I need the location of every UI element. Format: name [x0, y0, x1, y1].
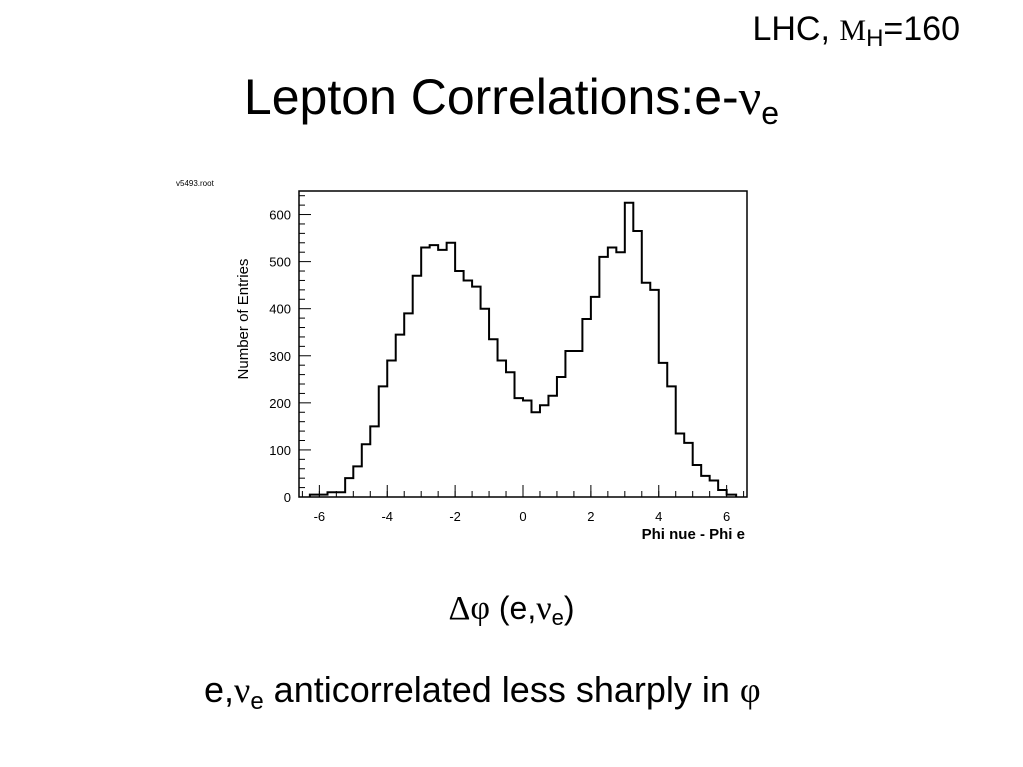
subtitle-mass-subscript: H — [866, 25, 884, 52]
histogram-filename: v5493.root — [176, 179, 215, 188]
x-tick-label: 0 — [519, 509, 526, 524]
histogram-line — [308, 201, 738, 497]
x-axis-label: Phi nue - Phi e — [642, 526, 745, 543]
slide-title: Lepton Correlations:e-νe — [0, 68, 1023, 132]
y-tick-label: 500 — [269, 255, 291, 270]
x-tick-label: -4 — [381, 509, 393, 524]
y-tick-label: 600 — [269, 208, 291, 223]
note-subscript: e — [250, 688, 264, 715]
y-tick-label: 400 — [269, 302, 291, 317]
title-neutrino-symbol: ν — [738, 69, 762, 125]
x-caption-close: ) — [563, 590, 575, 626]
y-axis-label: Number of Entries — [235, 259, 252, 380]
x-tick-label: -6 — [314, 509, 326, 524]
x-caption-neutrino-symbol: ν — [536, 590, 552, 627]
note-neutrino-symbol: ν — [234, 670, 251, 710]
y-tick-label: 100 — [269, 443, 291, 458]
x-tick-label: 6 — [723, 509, 730, 524]
x-caption-open: (e, — [489, 590, 537, 626]
y-axis-ticks: 0 100 200 300 400 500 600 — [269, 195, 311, 505]
delta-phi-symbol: Δφ — [448, 590, 490, 627]
title-text: Lepton Correlations:e- — [243, 69, 739, 125]
subtitle-prefix: LHC, — [752, 10, 830, 48]
histogram-plot: v5493.root 0 100 200 300 400 500 600 -6 -4 -2 0 2 4… — [176, 179, 748, 543]
subtitle-mass-symbol: M — [839, 14, 867, 47]
x-caption: Δφ (e,νe) — [0, 590, 1023, 631]
y-tick-label: 0 — [284, 490, 291, 505]
x-tick-label: -2 — [449, 509, 461, 524]
x-tick-label: 2 — [587, 509, 594, 524]
note-part2: anticorrelated less sharply in — [263, 669, 740, 710]
subtitle-mass-value: =160 — [883, 10, 960, 48]
y-tick-label: 300 — [269, 349, 291, 364]
x-tick-label: 4 — [655, 509, 662, 524]
title-neutrino-subscript: e — [761, 95, 780, 131]
note-phi-symbol: φ — [739, 670, 761, 710]
y-tick-label: 200 — [269, 396, 291, 411]
slide-subtitle: LHC, MH=160 — [752, 10, 960, 53]
note-part1: e, — [204, 669, 235, 710]
conclusion-note: e,νe anticorrelated less sharply in φ — [204, 670, 844, 722]
x-caption-subscript: e — [551, 605, 564, 630]
plot-frame — [298, 190, 748, 498]
x-axis-ticks: -6 -4 -2 0 2 4 6 — [301, 485, 745, 524]
